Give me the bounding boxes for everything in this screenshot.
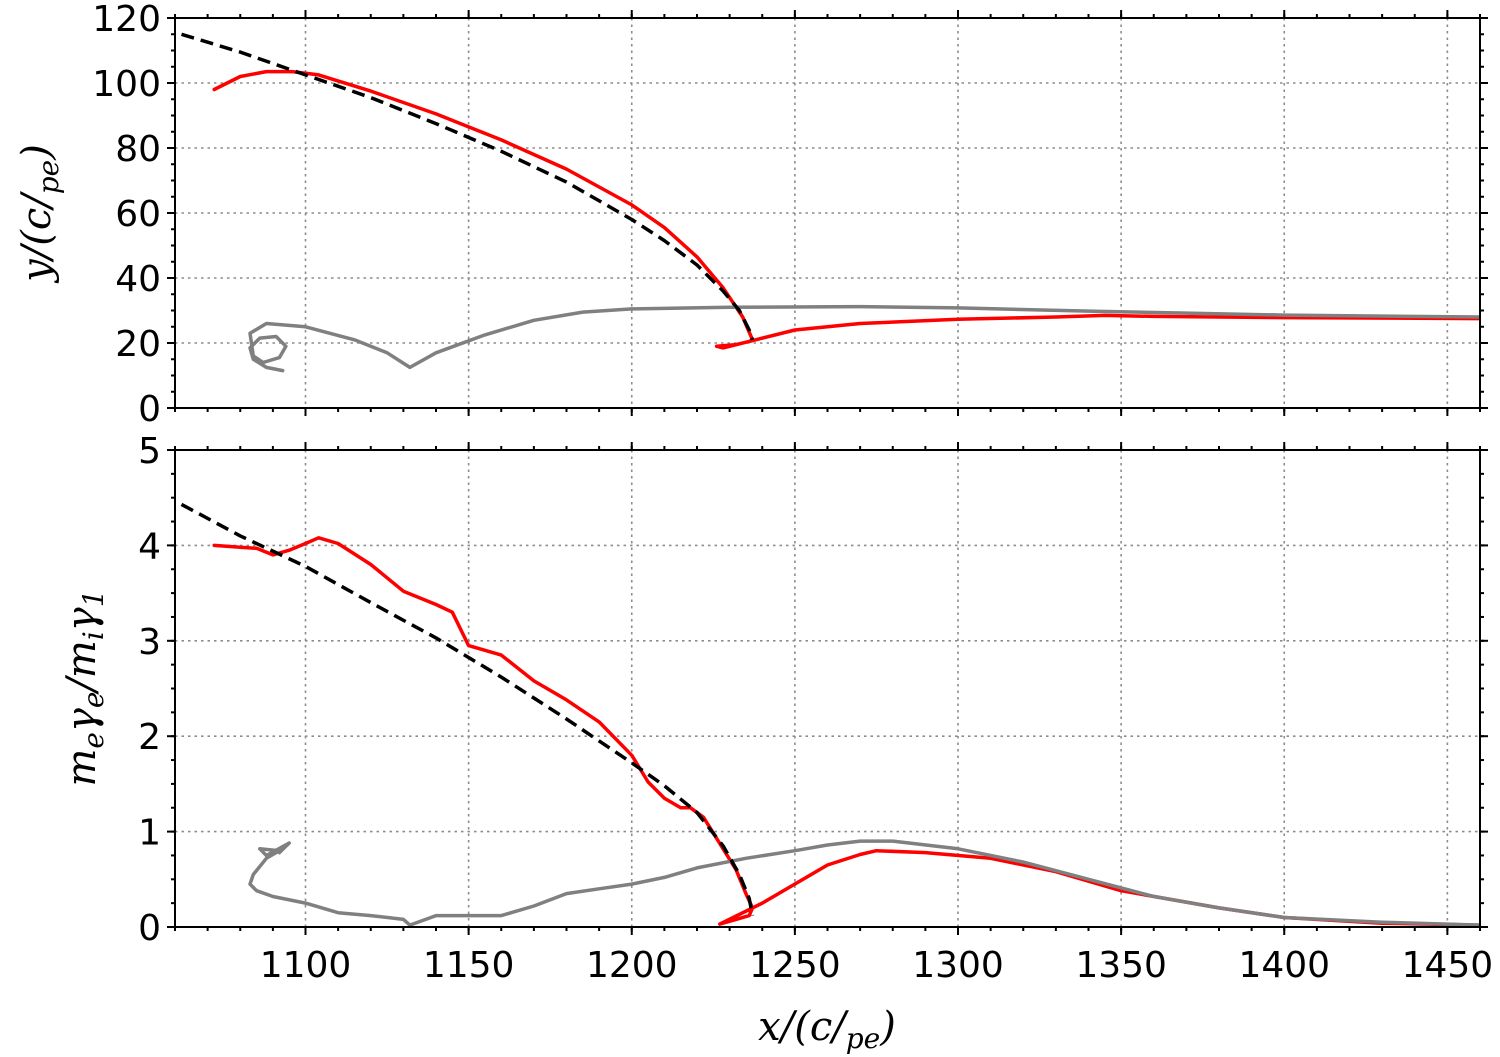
y-tick-label: 40 [115, 259, 161, 300]
top-y-axis-label: y/(c/pe) [14, 144, 65, 284]
bottom-series [180, 502, 1480, 927]
y-tick-label: 5 [138, 431, 161, 472]
y-tick-label: 0 [138, 908, 161, 949]
x-axis-label: x/(c/pe) [758, 1004, 896, 1055]
top-panel: 0 20 40 60 80 100 120 y/(c/pe) [14, 0, 1488, 430]
y-tick-label: 80 [115, 129, 161, 170]
x-tick-label: 1400 [1238, 945, 1330, 986]
x-tick-label: 1150 [423, 945, 515, 986]
top-ticks: 0 20 40 60 80 100 120 [92, 0, 1488, 430]
y-tick-label: 120 [92, 0, 161, 40]
top-gridlines [175, 17, 1480, 409]
dashed-fit-line [180, 32, 755, 341]
y-tick-label: 3 [138, 622, 161, 663]
dashed-fit-line [180, 502, 755, 916]
x-tick-label: 1200 [586, 945, 678, 986]
x-tick-label: 1350 [1075, 945, 1167, 986]
x-tick-label: 1450 [1402, 945, 1494, 986]
x-tick-label: 1100 [260, 945, 352, 986]
y-tick-label: 60 [115, 194, 161, 235]
bottom-y-axis-label: meγe/miγ1 [59, 589, 110, 786]
y-tick-label: 1 [138, 813, 161, 854]
top-series [180, 32, 1480, 373]
gray-series-line [248, 304, 1480, 373]
bottom-gridlines [175, 449, 1480, 928]
red-series-line [212, 536, 1480, 927]
y-tick-label: 20 [115, 324, 161, 365]
y-tick-label: 100 [92, 64, 161, 105]
gray-series-line [248, 839, 1480, 927]
x-tick-label: 1300 [912, 945, 1004, 986]
x-tick-label: 1250 [749, 945, 841, 986]
y-tick-label: 2 [138, 717, 161, 758]
y-tick-label: 0 [138, 389, 161, 430]
y-tick-label: 4 [138, 526, 161, 567]
bottom-ticks: 1100 1150 1200 1250 1300 1350 1400 1450 0 1 2 3 4 5 [138, 431, 1493, 986]
bottom-panel: 1100 1150 1200 1250 1300 1350 1400 1450 0 1 2 3 4 5 m… [59, 431, 1493, 986]
